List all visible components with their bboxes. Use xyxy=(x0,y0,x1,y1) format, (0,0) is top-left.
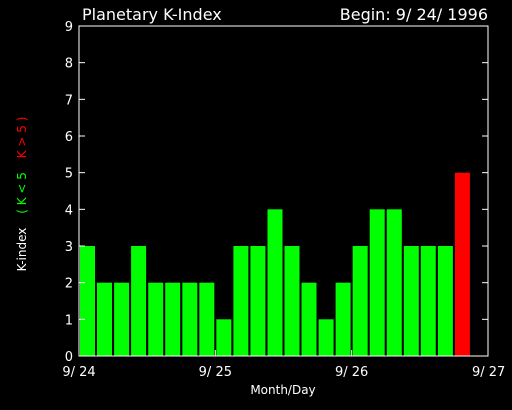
y-tick-label-3: 3 xyxy=(65,240,73,255)
x-tick-label-2: 9/ 25 xyxy=(199,365,232,380)
x-tick-label-4: 9/ 27 xyxy=(472,365,505,380)
y-axis-label: K-index ( K < 5 K > 5 ) xyxy=(15,117,29,272)
bar-9 xyxy=(216,319,232,356)
x-axis-label: Month/Day xyxy=(250,383,315,397)
x-axis-ticks: 9/ 24 9/ 25 9/ 26 9/ 27 xyxy=(62,350,505,380)
bar-14 xyxy=(301,282,317,356)
x-tick-label-3: 9/ 26 xyxy=(335,365,368,380)
bar-5 xyxy=(148,282,164,356)
bar-20 xyxy=(403,246,419,356)
y-tick-label-1: 1 xyxy=(65,313,73,328)
bar-7 xyxy=(182,282,198,356)
y-axis-label-low: ( K < 5 xyxy=(15,172,29,214)
y-tick-label-7: 7 xyxy=(65,93,73,108)
bar-4 xyxy=(131,246,147,356)
bar-17 xyxy=(352,246,368,356)
bar-22 xyxy=(437,246,453,356)
bar-11 xyxy=(250,246,266,356)
plot-axes xyxy=(78,25,489,357)
y-tick-label-5: 5 xyxy=(65,167,73,182)
begin-date-label: Begin: 9/ 24/ 1996 xyxy=(340,5,488,24)
bar-2 xyxy=(97,282,112,356)
bar-19 xyxy=(386,209,402,356)
y-tick-label-0: 0 xyxy=(65,350,73,365)
bar-16 xyxy=(335,282,351,356)
bar-1 xyxy=(80,246,95,356)
bar-series xyxy=(80,172,470,356)
bar-8 xyxy=(199,282,215,356)
y-tick-label-9: 9 xyxy=(65,20,73,35)
bar-13 xyxy=(284,246,300,356)
bar-6 xyxy=(165,282,181,356)
chart-title: Planetary K-Index xyxy=(82,5,222,24)
bar-10 xyxy=(233,246,249,356)
y-tick-label-2: 2 xyxy=(65,277,73,292)
plot-frame xyxy=(78,25,489,357)
bar-12 xyxy=(267,209,283,356)
y-axis-label-high: K > 5 ) xyxy=(15,117,29,159)
bar-18 xyxy=(369,209,385,356)
y-tick-label-8: 8 xyxy=(65,57,73,72)
y-tick-label-4: 4 xyxy=(65,203,73,218)
bar-15 xyxy=(318,319,334,356)
y-axis-label-main: K-index xyxy=(15,228,29,272)
x-tick-label-1: 9/ 24 xyxy=(62,365,95,380)
bar-23 xyxy=(454,172,470,356)
y-tick-label-6: 6 xyxy=(65,130,73,145)
y-axis-ticks: 0 1 2 3 4 5 6 7 8 9 xyxy=(65,20,488,365)
bar-3 xyxy=(114,282,130,356)
bar-21 xyxy=(420,246,436,356)
